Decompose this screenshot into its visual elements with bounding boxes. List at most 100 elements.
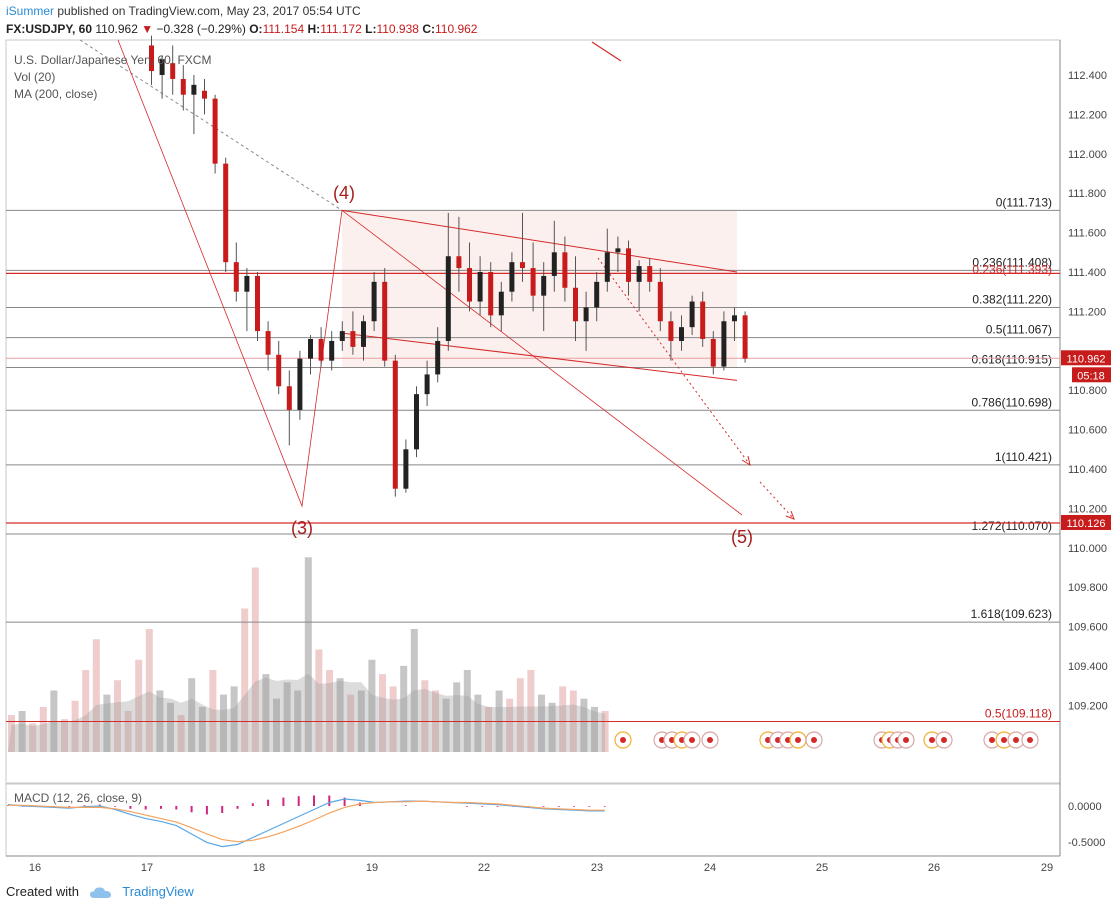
volume-bar bbox=[71, 700, 79, 752]
fib-label-overlap: 0.236(111.393) bbox=[972, 262, 1052, 276]
volume-bar bbox=[315, 649, 323, 752]
candle-body bbox=[583, 307, 589, 322]
publish-line: iSummer published on TradingView.com, Ma… bbox=[6, 4, 361, 18]
candle-body bbox=[414, 394, 419, 450]
fib-label: 1.272(110.070) bbox=[971, 519, 1052, 533]
open-label: O: bbox=[249, 22, 263, 36]
price-change: −0.328 (−0.29%) bbox=[156, 22, 246, 36]
candle-body bbox=[710, 338, 716, 367]
candle-body bbox=[721, 321, 727, 367]
created-with-text: Created with bbox=[6, 884, 79, 899]
volume-bar bbox=[8, 715, 15, 752]
volume-bar bbox=[421, 680, 429, 752]
legend-ma: MA (200, close) bbox=[14, 87, 98, 101]
volume-bar bbox=[474, 694, 482, 752]
candle-body bbox=[180, 78, 186, 95]
event-dot-icon bbox=[1013, 737, 1019, 743]
candle-body bbox=[435, 340, 441, 375]
legend-macd: MACD (12, 26, close, 9) bbox=[14, 791, 143, 805]
tradingview-link[interactable]: TradingView bbox=[122, 884, 194, 899]
author-link[interactable]: iSummer bbox=[6, 4, 55, 18]
volume-bar bbox=[601, 711, 609, 752]
candle-body bbox=[212, 98, 218, 164]
fib-label: 0(111.713) bbox=[996, 195, 1052, 209]
candle-body bbox=[732, 315, 737, 322]
y-tick-label: 111.400 bbox=[1068, 267, 1106, 279]
channel-lower-line bbox=[341, 332, 738, 381]
candle-body bbox=[318, 338, 324, 361]
candle-body bbox=[339, 331, 345, 341]
down-arrow-icon: ▼ bbox=[141, 22, 154, 36]
candle-body bbox=[149, 45, 154, 72]
channel-upper-line bbox=[341, 209, 738, 273]
candle-body bbox=[488, 272, 494, 316]
volume-bar bbox=[400, 665, 408, 752]
volume-bar bbox=[368, 659, 376, 752]
volume-bar bbox=[220, 694, 227, 752]
volume-average-area bbox=[8, 673, 606, 752]
published-text: published on TradingView.com, May 23, 20… bbox=[57, 4, 361, 18]
close-value: 110.962 bbox=[434, 22, 478, 36]
event-dot-icon bbox=[795, 737, 801, 743]
fib-label: 0.5(109.118) bbox=[985, 707, 1052, 721]
volume-bar bbox=[124, 711, 132, 752]
event-dot-icon bbox=[785, 737, 791, 743]
ma-fragment-line bbox=[591, 41, 622, 62]
candle-body bbox=[520, 262, 525, 269]
event-dot-icon bbox=[765, 737, 771, 743]
x-tick-label: 18 bbox=[253, 862, 265, 874]
candle-body bbox=[308, 338, 313, 359]
volume-bar bbox=[61, 719, 68, 752]
event-dot-icon bbox=[811, 737, 817, 743]
wave-label-4: (4) bbox=[333, 183, 355, 203]
candle-body bbox=[509, 262, 515, 292]
fib-label: 0.382(111.220) bbox=[972, 292, 1052, 306]
candle-body bbox=[541, 275, 547, 296]
legend-main: U.S. Dollar/Japanese Yen, 60, FXCM bbox=[14, 53, 212, 67]
candle-body bbox=[689, 301, 695, 328]
volume-bar bbox=[198, 706, 206, 752]
candle-body bbox=[350, 331, 356, 347]
low-label: L: bbox=[365, 22, 377, 36]
volume-bar bbox=[559, 686, 567, 752]
volume-bar bbox=[177, 715, 185, 752]
fib-label: 0.618(110.915) bbox=[971, 353, 1052, 367]
level-price-tag-label: 110.126 bbox=[1067, 518, 1106, 530]
candle-body bbox=[679, 327, 684, 341]
open-value: 111.154 bbox=[262, 22, 305, 36]
volume-bar bbox=[18, 711, 26, 752]
volume-bar bbox=[506, 698, 514, 752]
candle-body bbox=[392, 360, 398, 489]
legend-vol: Vol (20) bbox=[14, 70, 56, 84]
volume-bar bbox=[516, 678, 524, 752]
y-tick-label: 112.200 bbox=[1068, 109, 1107, 121]
candle-body bbox=[276, 354, 282, 387]
y-tick-label: 110.200 bbox=[1068, 503, 1107, 515]
candle-body bbox=[573, 287, 578, 322]
volume-bar bbox=[188, 678, 196, 752]
volume-bar bbox=[82, 670, 90, 752]
event-dot-icon bbox=[941, 737, 947, 743]
trend-dotted-line bbox=[79, 39, 343, 211]
candle-body bbox=[191, 84, 197, 95]
event-dot-icon bbox=[989, 737, 995, 743]
symbol-label[interactable]: FX:USDJPY, 60 bbox=[6, 22, 93, 36]
candle-body bbox=[477, 272, 483, 302]
candle-body bbox=[170, 63, 176, 79]
volume-bar bbox=[283, 682, 291, 752]
volume-bar bbox=[29, 723, 37, 752]
event-dot-icon bbox=[1001, 737, 1007, 743]
volume-bar bbox=[230, 686, 238, 752]
candle-body bbox=[159, 59, 165, 75]
candle-body bbox=[700, 301, 706, 339]
volume-bar bbox=[103, 694, 111, 752]
volume-bar bbox=[251, 567, 259, 752]
candle-body bbox=[551, 252, 557, 276]
event-dot-icon bbox=[929, 737, 935, 743]
x-tick-label: 23 bbox=[591, 862, 603, 874]
fib-label: 0.236(111.408) bbox=[972, 255, 1052, 269]
fib-zone bbox=[342, 210, 737, 368]
event-dot-icon bbox=[669, 737, 675, 743]
y-tick-label: 110.800 bbox=[1068, 385, 1107, 397]
